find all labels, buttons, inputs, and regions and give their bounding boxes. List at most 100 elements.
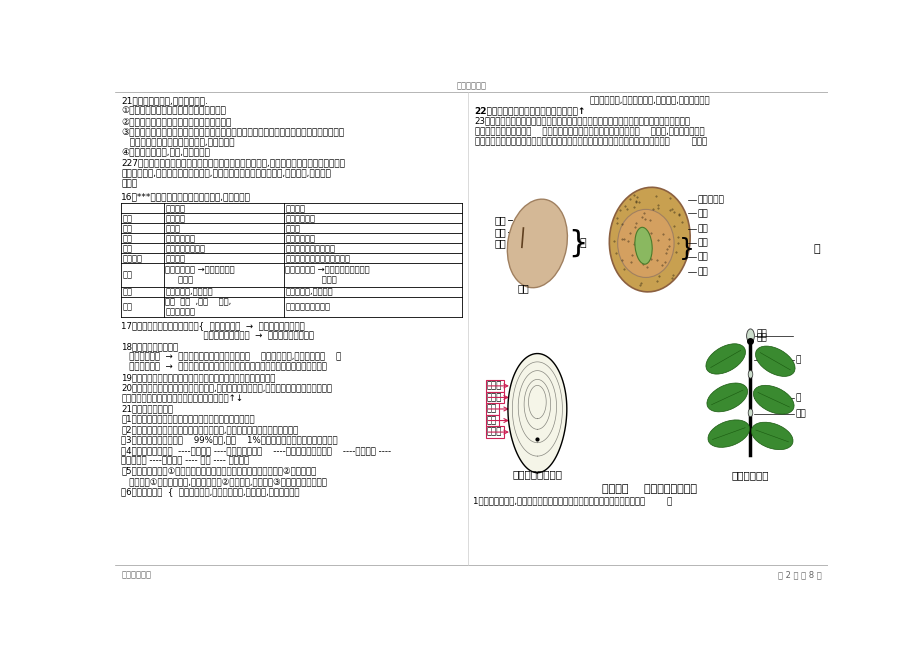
- Text: 顶芽: 顶芽: [756, 334, 766, 343]
- Text: 幼叶: 幼叶: [486, 404, 496, 413]
- Text: 第 2 页 共 8 页: 第 2 页 共 8 页: [777, 570, 821, 580]
- Text: 贮存能量: 贮存能量: [165, 254, 185, 263]
- Text: 胚轴: 胚轴: [697, 252, 708, 261]
- Text: 能量；维护了生物圈中的    碳氧平衡；通过蒸腾作用促进了生物圈中的    水循环,为涵养水源、防: 能量；维护了生物圈中的 碳氧平衡；通过蒸腾作用促进了生物圈中的 水循环,为涵养水…: [474, 127, 703, 136]
- Text: 名师归纳总结: 名师归纳总结: [121, 570, 151, 580]
- Text: 胚: 胚: [579, 238, 586, 249]
- Text: （3）数量：蒸腾作用散失    99%的水,只有    1%的水供光合作用等生命活动利用；: （3）数量：蒸腾作用散失 99%的水,只有 1%的水供光合作用等生命活动利用；: [121, 435, 337, 445]
- Text: 促进呼吸作用  →  栽培治理：中耕松土、浅田排涝    （使空气流通,促进根的呼吸    ）: 促进呼吸作用 → 栽培治理：中耕松土、浅田排涝 （使空气流通,促进根的呼吸 ）: [121, 352, 341, 361]
- Text: 子叶: 子叶: [517, 284, 529, 293]
- Text: ①延长光合用时间：地膜覆盖、大棚种植；: ①延长光合用时间：地膜覆盖、大棚种植；: [121, 106, 226, 116]
- Text: ③可增加二氧化碳浓度：施加有机肥或适当施用碳酸氢铵肥料；大棚或温室中可直接燃烧储存: ③可增加二氧化碳浓度：施加有机肥或适当施用碳酸氢铵肥料；大棚或温室中可直接燃烧储…: [121, 128, 344, 136]
- Text: 原料: 原料: [122, 234, 132, 243]
- Text: 二氧化碳＋水 →有机物＋氧气
     叶绿体: 二氧化碳＋水 →有机物＋氧气 叶绿体: [165, 265, 234, 285]
- Text: 二氧化碳和水: 二氧化碳和水: [165, 234, 195, 243]
- Text: 胚芽: 胚芽: [494, 215, 505, 225]
- Text: 227．叶的横切薄片制作过程：取一新奇叶片放于载玻片上,一片薄纸夹在两个刀片中间快速: 227．叶的横切薄片制作过程：取一新奇叶片放于载玻片上,一片薄纸夹在两个刀片中间…: [121, 159, 345, 167]
- Text: 叶脉的导管 ----叶肉细胞 ---- 气孔 ---- 进入空气: 叶脉的导管 ----叶肉细胞 ---- 气孔 ---- 进入空气: [121, 456, 249, 465]
- Text: 条件: 条件: [122, 214, 132, 223]
- Text: 在钢瓶中的二氧化碳；合理密植,良好通风；: 在钢瓶中的二氧化碳；合理密植,良好通风；: [121, 138, 234, 147]
- Text: （6）强弱的调剂  {  叶内水分多时,保卫细胞吸水,气孔张开,蒸腾作用加强: （6）强弱的调剂 { 叶内水分多时,保卫细胞吸水,气孔张开,蒸腾作用加强: [121, 487, 300, 496]
- Text: 实质: 实质: [122, 287, 132, 296]
- Text: 胚乳: 胚乳: [697, 209, 708, 218]
- Text: 17．提高光合作用效率的方法：{  延长光照时间  →  地膜覆盖、塑料大棚: 17．提高光合作用效率的方法：{ 延长光照时间 → 地膜覆盖、塑料大棚: [121, 321, 304, 330]
- Text: 增加光合作用的面积  →  合理密植、立体种植: 增加光合作用的面积 → 合理密植、立体种植: [121, 332, 314, 341]
- Text: 21．增强光合作用,提高作物产量.: 21．增强光合作用,提高作物产量.: [121, 96, 208, 105]
- Ellipse shape: [506, 199, 567, 288]
- Text: （1）概念：植物体内的水分以气体状态散发出去的过程；: （1）概念：植物体内的水分以气体状态散发出去的过程；: [121, 415, 255, 424]
- Text: 20、气孔有两个半月形的保卫细胞构成,靠近气孔一侧的壁厚,保卫细胞吸水气孔张开；植物: 20、气孔有两个半月形的保卫细胞构成,靠近气孔一侧的壁厚,保卫细胞吸水气孔张开；…: [121, 384, 332, 393]
- Text: 叶原基: 叶原基: [486, 393, 502, 402]
- Text: 分解有机物,释放能量: 分解有机物,释放能量: [285, 287, 333, 296]
- Ellipse shape: [617, 210, 674, 278]
- Text: 叶内水分少时,保卫细胞失水,气孔关闭,蒸腾作用减弱: 叶内水分少时,保卫细胞失水,气孔关闭,蒸腾作用减弱: [589, 96, 709, 105]
- Text: ④立体农业：复种,间作,混、套种；: ④立体农业：复种,间作,混、套种；: [121, 149, 210, 157]
- Ellipse shape: [754, 346, 794, 376]
- Text: 有机物和氧气: 有机物和氧气: [285, 234, 315, 243]
- Text: 为生命活动供应能量: 为生命活动供应能量: [285, 302, 330, 311]
- Text: 提供  食物  ,储备    能量,
维护碳氧平衡: 提供 食物 ,储备 能量, 维护碳氧平衡: [165, 297, 232, 316]
- Text: 产物: 产物: [122, 244, 132, 253]
- Text: 自然界：①提高空气湿度,增加降雨量；②调剂气候,减轻干旱③参加自然界的水循环: 自然界：①提高空气湿度,增加降雨量；②调剂气候,减轻干旱③参加自然界的水循环: [121, 477, 327, 486]
- Text: 装片；: 装片；: [121, 180, 137, 188]
- Text: 通过保卫细胞掌握气孔的开闭来调剂蒸腾作用的↑↓: 通过保卫细胞掌握气孔的开闭来调剂蒸腾作用的↑↓: [121, 394, 243, 403]
- Text: 叶芽的纵切模式图: 叶芽的纵切模式图: [512, 469, 562, 479]
- Text: 有机物（淀粉）和: 有机物（淀粉）和: [165, 244, 205, 253]
- Text: 22．叶是蒸腾作用和光合作用的主要器官↑: 22．叶是蒸腾作用和光合作用的主要器官↑: [474, 106, 585, 116]
- Text: }: }: [568, 229, 587, 258]
- Text: 第四单元    动物的生活与饲养: 第四单元 动物的生活与饲养: [602, 484, 697, 495]
- Text: 19、影响呼吸作用的因素：温度、水分、氧气、二氧化碳的浓度；: 19、影响呼吸作用的因素：温度、水分、氧气、二氧化碳的浓度；: [121, 373, 276, 382]
- Text: 胚轴: 胚轴: [494, 227, 505, 237]
- Text: 场所: 场所: [122, 224, 132, 233]
- Text: 23．绿色植物对生物圈的作用：通过光合作用直接或间接地为生物圈中全部生物供应了食物和: 23．绿色植物对生物圈的作用：通过光合作用直接或间接地为生物圈中全部生物供应了食…: [474, 117, 690, 126]
- Ellipse shape: [753, 386, 793, 414]
- Text: 胚芽: 胚芽: [697, 238, 708, 247]
- Text: 18．呼吸作用的应用：: 18．呼吸作用的应用：: [121, 342, 178, 351]
- Text: 种皮与果皮: 种皮与果皮: [697, 195, 724, 204]
- Text: 胚根: 胚根: [697, 267, 708, 276]
- Text: 21．植物的蒸腾作用: 21．植物的蒸腾作用: [121, 404, 173, 413]
- Text: 能量变化: 能量变化: [122, 254, 142, 263]
- Text: 释放能量（生命活动、热能）: 释放能量（生命活动、热能）: [285, 254, 350, 263]
- Text: 公式: 公式: [122, 271, 132, 280]
- Text: 子叶: 子叶: [697, 225, 708, 233]
- Text: （5）意义：自身：①促进根对水分的吸取以及水分和无机盐的运输；②降低温度；: （5）意义：自身：①促进根对水分的吸取以及水分和无机盐的运输；②降低温度；: [121, 467, 316, 476]
- Text: 必需有光: 必需有光: [165, 214, 185, 223]
- Text: 有光无光均可: 有光无光均可: [285, 214, 315, 223]
- Text: （2）部位：主要是叶片上的气孔；其他器官,如幼嫩的茎也能进行少量蒸腾；: （2）部位：主要是叶片上的气孔；其他器官,如幼嫩的茎也能进行少量蒸腾；: [121, 425, 298, 434]
- Text: 胚: 胚: [812, 244, 820, 254]
- Text: 16．***光合作用与呼吸作用相互对立,相互依存：: 16．***光合作用与呼吸作用相互对立,相互依存：: [121, 192, 251, 201]
- Text: 二氧化碳、水和　能量: 二氧化碳、水和 能量: [285, 244, 335, 253]
- Text: 1．动物依据食性,分为植食性、肉食性、杂食性、腐食性（如充鳖、蚯蚓）        ；: 1．动物依据食性,分为植食性、肉食性、杂食性、腐食性（如充鳖、蚯蚓） ；: [472, 496, 672, 506]
- Ellipse shape: [746, 329, 754, 343]
- Text: 茎: 茎: [795, 394, 800, 402]
- Ellipse shape: [608, 188, 689, 292]
- Text: 顶芽: 顶芽: [756, 329, 766, 338]
- Text: ②增大光合用的总面积：合理密植、立体种植: ②增大光合用的总面积：合理密植、立体种植: [121, 117, 232, 126]
- Text: 胚根: 胚根: [494, 238, 505, 249]
- Ellipse shape: [705, 344, 744, 374]
- Text: 抑制呼吸作用  →  贮存植物：降低温度、削减含水量、降低氧气含量、提高二氧化碳: 抑制呼吸作用 → 贮存植物：降低温度、削减含水量、降低氧气含量、提高二氧化碳: [121, 363, 327, 372]
- Text: 叶: 叶: [795, 355, 800, 364]
- Text: 芽原基: 芽原基: [486, 428, 502, 437]
- Ellipse shape: [747, 409, 752, 417]
- Text: 芽轴: 芽轴: [486, 416, 496, 425]
- Text: 有机物＋氧气 →二氧化碳＋水＋能量
              线粒体: 有机物＋氧气 →二氧化碳＋水＋能量 线粒体: [285, 265, 369, 285]
- Text: 精选学习资料: 精选学习资料: [456, 82, 486, 91]
- Text: 合成有机物,储存能量: 合成有机物,储存能量: [165, 287, 213, 296]
- Polygon shape: [507, 354, 566, 472]
- Ellipse shape: [708, 420, 749, 447]
- Text: 光合作用: 光合作用: [165, 204, 185, 213]
- Text: 叶绿体: 叶绿体: [165, 224, 180, 233]
- Text: 枝条的模式图: 枝条的模式图: [731, 471, 768, 480]
- Text: 意义: 意义: [122, 302, 132, 311]
- Text: 生长点: 生长点: [486, 382, 502, 391]
- Text: 一关切断叶片,切下的薄片放于清水中,用毛笔蘸取放于载玻片水滴中,加盖玻片,制成暂时: 一关切断叶片,切下的薄片放于清水中,用毛笔蘸取放于载玻片水滴中,加盖玻片,制成暂…: [121, 169, 331, 178]
- Ellipse shape: [747, 371, 752, 378]
- Ellipse shape: [706, 383, 747, 412]
- Text: （4）途径：土壤水分  ----根毛细胞 ----表皮内层层细胞    ----根尖成熟区上部导管    ----茎的导管 ----: （4）途径：土壤水分 ----根毛细胞 ----表皮内层层细胞 ----根尖成熟…: [121, 446, 391, 455]
- Text: 呼吸作用: 呼吸作用: [285, 204, 305, 213]
- Text: 止水土流失、调剂气候、净化环境等产生了庞大作用；绿色植物是生物圈存在和进展的        基站；: 止水土流失、调剂气候、净化环境等产生了庞大作用；绿色植物是生物圈存在和进展的 基…: [474, 138, 706, 147]
- Text: }: }: [678, 237, 694, 261]
- Text: 侧芽: 侧芽: [795, 409, 805, 418]
